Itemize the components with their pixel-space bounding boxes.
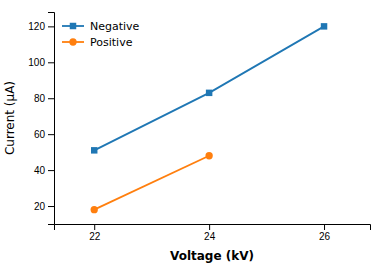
legend: Negative Positive bbox=[62, 20, 140, 49]
plot-area: 22 24 26 20 40 60 80 100 120 bbox=[28, 13, 370, 243]
point bbox=[321, 23, 327, 29]
series-line bbox=[94, 156, 209, 210]
x-axis-line bbox=[55, 225, 371, 231]
x-axis: 22 24 26 bbox=[55, 224, 371, 242]
tick-label: 120 bbox=[28, 21, 45, 32]
legend-marker bbox=[69, 38, 76, 45]
tick: 24 bbox=[204, 224, 216, 242]
tick-label: 26 bbox=[319, 231, 331, 242]
tick-mark bbox=[94, 224, 95, 230]
tick-label: 20 bbox=[34, 201, 46, 212]
y-axis: 20 40 60 80 100 120 bbox=[28, 13, 54, 225]
legend-item: Positive bbox=[62, 36, 133, 49]
tick-label: 80 bbox=[34, 93, 46, 104]
tick: 20 bbox=[34, 201, 54, 212]
tick-mark bbox=[48, 134, 54, 135]
tick-mark bbox=[209, 224, 210, 230]
point bbox=[91, 147, 97, 153]
tick: 26 bbox=[319, 224, 331, 242]
y-axis-title: Current (μA) bbox=[3, 81, 17, 155]
x-axis-title: Voltage (kV) bbox=[170, 249, 254, 263]
tick: 22 bbox=[89, 224, 101, 242]
tick: 60 bbox=[34, 129, 54, 140]
tick-mark bbox=[324, 224, 325, 230]
point bbox=[206, 90, 212, 96]
tick-label: 40 bbox=[34, 165, 46, 176]
tick: 40 bbox=[34, 165, 54, 176]
tick-mark bbox=[48, 206, 54, 207]
chart: 22 24 26 20 40 60 80 100 120 Voltage (kV) Current … bbox=[0, 0, 386, 268]
tick-label: 100 bbox=[28, 57, 45, 68]
tick: 120 bbox=[28, 21, 54, 32]
tick-mark bbox=[48, 98, 54, 99]
legend-item: Negative bbox=[62, 20, 140, 33]
legend-marker bbox=[70, 23, 76, 29]
marks bbox=[91, 23, 328, 213]
tick-label: 24 bbox=[204, 231, 216, 242]
tick: 80 bbox=[34, 93, 54, 104]
point bbox=[205, 152, 212, 159]
y-axis-line bbox=[48, 13, 55, 225]
tick-mark bbox=[48, 170, 54, 171]
point bbox=[91, 206, 98, 213]
legend-label: Negative bbox=[90, 20, 140, 33]
tick-mark bbox=[48, 62, 54, 63]
tick-mark bbox=[48, 26, 54, 27]
tick: 100 bbox=[28, 57, 54, 68]
tick-label: 22 bbox=[89, 231, 101, 242]
legend-label: Positive bbox=[90, 36, 133, 49]
tick-label: 60 bbox=[34, 129, 46, 140]
